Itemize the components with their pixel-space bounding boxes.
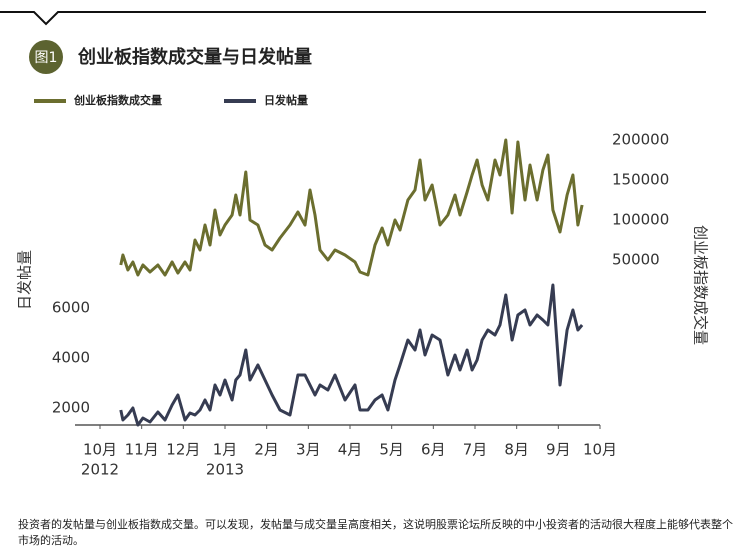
y2-tick-label: 50000: [612, 251, 660, 269]
x-year-label: 2013: [206, 461, 244, 479]
y2-axis-title: 创业板指数成交量: [692, 225, 710, 345]
x-tick-label: 5月: [379, 441, 404, 459]
x-tick-label: 3月: [296, 441, 321, 459]
x-tick-label: 9月: [546, 441, 571, 459]
x-tick-label: 2月: [254, 441, 279, 459]
y-tick-label: 2000: [52, 399, 90, 417]
badge: [29, 40, 63, 74]
x-tick-label: 4月: [338, 441, 363, 459]
y2-tick-label: 100000: [612, 211, 669, 229]
badge-text: 图1: [35, 50, 58, 66]
y-tick-label: 4000: [52, 349, 90, 367]
x-tick-label: 11月: [125, 441, 159, 459]
y-tick-label: 6000: [52, 299, 90, 317]
series-line: [119, 283, 584, 427]
chart-title: 创业板指数成交量与日发帖量: [77, 46, 312, 68]
chart: 图1 创业板指数成交量与日发帖量 创业板指数成交量 日发帖量 日发帖量 创业板指…: [0, 11, 710, 479]
x-tick-label: 6月: [421, 441, 446, 459]
x-tick-label: 8月: [504, 441, 529, 459]
y-axis-title: 日发帖量: [16, 250, 34, 310]
x-tick-label: 1月: [213, 441, 238, 459]
x-tick-label: 10月: [583, 441, 617, 459]
footnote: 投资者的发帖量与创业板指数成交量。可以发现，发帖量与成交量呈高度相关，这说明股票…: [18, 518, 733, 547]
top-rule: [0, 11, 706, 26]
legend-label: 日发帖量: [264, 93, 308, 107]
y2-tick-label: 150000: [612, 171, 669, 189]
x-tick-label: 10月: [83, 441, 117, 459]
legend-label: 创业板指数成交量: [73, 93, 162, 107]
series-line: [119, 138, 584, 277]
x-tick-label: 12月: [166, 441, 200, 459]
x-tick-label: 7月: [463, 441, 488, 459]
x-year-label: 2012: [81, 461, 119, 479]
y2-tick-label: 200000: [612, 131, 669, 149]
